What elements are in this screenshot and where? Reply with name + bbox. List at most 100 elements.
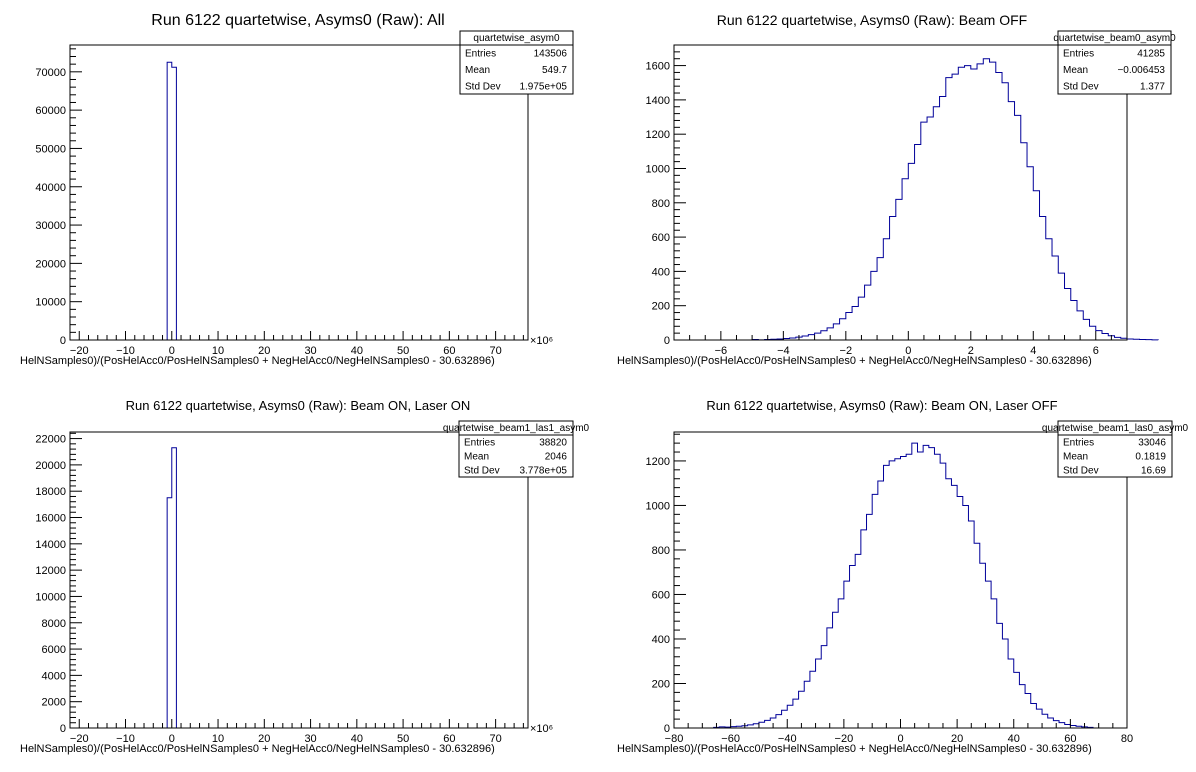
y-tick-label: 2000 bbox=[42, 697, 66, 709]
x-tick-label: 50 bbox=[397, 345, 409, 357]
histogram-bin bbox=[965, 66, 971, 340]
x-tick-label: 4 bbox=[1030, 345, 1036, 357]
histogram-bin bbox=[971, 69, 977, 340]
stats-row-value: 1.377 bbox=[1140, 81, 1165, 92]
histogram-bin bbox=[804, 681, 810, 728]
histogram-bin bbox=[1027, 167, 1033, 340]
histogram-bin bbox=[883, 239, 889, 340]
histogram-bin bbox=[980, 563, 986, 728]
y-tick-label: 10000 bbox=[35, 591, 66, 603]
histogram-bin bbox=[1090, 326, 1096, 340]
stats-box: quartetwise_asym0 Entries 143506 Mean 549.7 S… bbox=[459, 30, 574, 95]
histogram-bin bbox=[776, 715, 782, 728]
y-tick-label: 1400 bbox=[646, 95, 670, 107]
histogram-bin bbox=[901, 456, 907, 728]
histogram-bin bbox=[1133, 339, 1139, 340]
y-tick-label: 400 bbox=[652, 634, 670, 646]
stats-row-value: 38820 bbox=[539, 438, 567, 449]
histogram-bin bbox=[923, 445, 929, 728]
x-tick-label: 10 bbox=[212, 345, 224, 357]
histogram-bin bbox=[1046, 239, 1052, 340]
histogram-bin bbox=[793, 699, 799, 728]
x-tick-label: 60 bbox=[443, 345, 455, 357]
histogram-bin bbox=[889, 461, 895, 728]
histogram-bin bbox=[940, 463, 946, 728]
y-tick-label: 14000 bbox=[35, 539, 66, 551]
histogram-bin bbox=[787, 705, 793, 728]
histogram-bin bbox=[782, 710, 788, 728]
x-tick-label: −6 bbox=[715, 345, 728, 357]
histogram-bin bbox=[917, 452, 923, 728]
stats-box: quartetwise_beam1_las0_asym0 Entries 33046… bbox=[1042, 420, 1189, 478]
plot-frame bbox=[69, 431, 529, 729]
y-tick-label: 6000 bbox=[42, 644, 66, 656]
histogram-bin bbox=[1042, 714, 1048, 728]
histogram-bin bbox=[816, 659, 822, 728]
stats-row-label: Std Dev bbox=[1063, 466, 1099, 477]
histogram-bin bbox=[958, 67, 964, 340]
y-tick-label: 1000 bbox=[646, 163, 670, 175]
y-tick-label: 600 bbox=[652, 232, 670, 244]
y-tick-label: 200 bbox=[652, 678, 670, 690]
x-tick-label: 40 bbox=[351, 733, 363, 745]
x-axis-exponent: ×10⁶ bbox=[530, 335, 553, 347]
stats-box-title: quartetwise_beam0_asym0 bbox=[1053, 33, 1176, 44]
histogram-bin bbox=[957, 497, 963, 728]
histogram-bin bbox=[963, 505, 969, 728]
stats-box-frame bbox=[459, 30, 574, 95]
y-tick-label: 200 bbox=[652, 301, 670, 313]
histogram-bin bbox=[946, 479, 952, 728]
x-tick-label: 20 bbox=[258, 345, 270, 357]
y-tick-label: 1200 bbox=[646, 129, 670, 141]
histogram-bin bbox=[974, 543, 980, 728]
histogram-bin bbox=[765, 720, 771, 728]
histogram-bin bbox=[759, 722, 765, 728]
histogram-bin bbox=[1008, 659, 1014, 728]
x-tick-label: −10 bbox=[116, 733, 135, 745]
y-tick-label: 30000 bbox=[35, 220, 66, 232]
histogram-bin bbox=[1059, 723, 1065, 728]
x-tick-label: 40 bbox=[1008, 733, 1020, 745]
histogram-bin bbox=[1031, 704, 1037, 728]
x-tick-label: −10 bbox=[116, 345, 135, 357]
histogram-bin bbox=[867, 514, 873, 728]
x-axis-exponent: ×10⁶ bbox=[530, 723, 553, 735]
x-tick-label: 60 bbox=[1064, 733, 1076, 745]
stats-row-label: Mean bbox=[1063, 452, 1088, 463]
x-tick-label: −80 bbox=[665, 733, 684, 745]
histogram-bin bbox=[884, 465, 890, 728]
chart-title: Run 6122 quartetwise, Asyms0 (Raw): Beam… bbox=[126, 398, 471, 413]
histogram-bin bbox=[815, 333, 821, 340]
histogram-bin bbox=[1021, 143, 1027, 340]
histogram-series bbox=[713, 442, 1094, 728]
y-tick-label: 40000 bbox=[35, 182, 66, 194]
x-tick-label: 6 bbox=[1093, 345, 1099, 357]
histogram-bin bbox=[810, 671, 816, 728]
histogram-bin bbox=[1127, 339, 1133, 340]
chart-title: Run 6122 quartetwise, Asyms0 (Raw): All bbox=[151, 12, 444, 29]
stats-row-value: 33046 bbox=[1138, 438, 1166, 449]
histogram-series bbox=[166, 447, 177, 728]
x-tick-label: 0 bbox=[897, 733, 903, 745]
histogram-bin bbox=[1048, 718, 1054, 728]
histogram-bin bbox=[1139, 339, 1145, 340]
x-tick-label: 0 bbox=[169, 733, 175, 745]
histogram-bin bbox=[808, 335, 814, 340]
stats-row-label: Mean bbox=[465, 65, 490, 76]
histogram-bin bbox=[172, 67, 177, 340]
y-tick-label: 12000 bbox=[35, 565, 66, 577]
stats-box-title: quartetwise_beam1_las0_asym0 bbox=[1042, 423, 1189, 434]
histogram-bin bbox=[753, 724, 759, 728]
histogram-bin bbox=[861, 530, 867, 728]
histogram-bin bbox=[833, 612, 839, 728]
histogram-bin bbox=[833, 324, 839, 340]
histogram-bin bbox=[878, 481, 884, 728]
stats-row-label: Std Dev bbox=[465, 81, 501, 92]
histogram-series bbox=[751, 58, 1159, 341]
x-tick-label: −4 bbox=[777, 345, 790, 357]
stats-row-label: Entries bbox=[1063, 438, 1094, 449]
stats-box: quartetwise_beam0_asym0 Entries 41285 Mean −… bbox=[1053, 30, 1176, 95]
histogram-bin bbox=[940, 96, 946, 340]
stats-box-frame bbox=[1057, 420, 1173, 478]
y-tick-label: 50000 bbox=[35, 143, 66, 155]
